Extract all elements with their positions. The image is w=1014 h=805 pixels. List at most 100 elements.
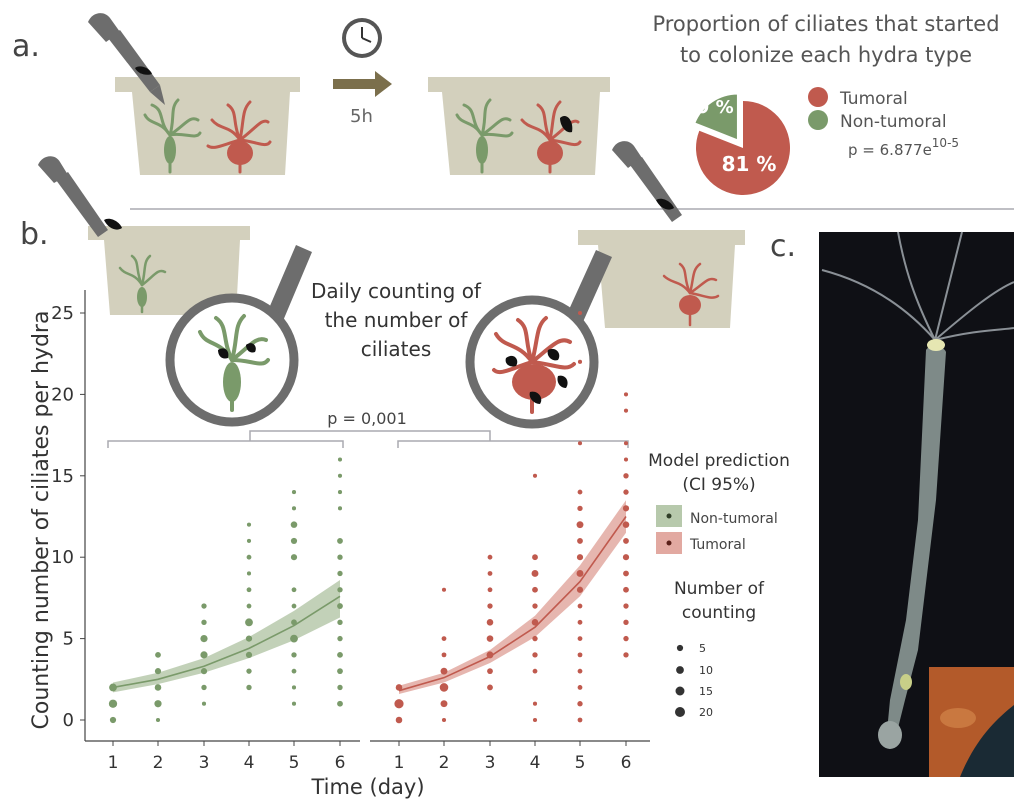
size-legend-dot	[676, 666, 684, 674]
fit-line-tumoral	[398, 516, 627, 692]
x-tick-label-tumoral: 2	[439, 753, 450, 773]
legend-entry-tumoral: Tumoral	[689, 537, 746, 553]
ciliate-mark	[560, 115, 573, 133]
legend-key-dot-tumoral	[666, 540, 672, 546]
data-point-nontumoral	[200, 635, 208, 643]
pipette-icon-3	[612, 141, 682, 222]
data-point-nontumoral	[154, 684, 162, 691]
data-point-tumoral	[577, 652, 583, 658]
panel-c-label: c.	[770, 229, 796, 264]
data-point-nontumoral	[245, 618, 253, 627]
data-point-nontumoral	[291, 701, 297, 706]
data-point-nontumoral	[154, 668, 162, 675]
y-axis-label: Counting number of ciliates per hydra	[29, 311, 54, 730]
legend-swatch-tumoral	[808, 87, 828, 107]
pie-title-line2: to colonize each hydra type	[680, 43, 972, 67]
data-point-tumoral	[532, 554, 538, 561]
counting-text-line1: Daily counting of	[311, 279, 482, 303]
data-point-tumoral	[622, 521, 630, 528]
legend-nontumoral: Non-tumoral	[840, 112, 947, 132]
hydra-green-1	[143, 98, 202, 174]
pipette-icon	[88, 13, 165, 105]
data-point-tumoral	[532, 473, 538, 478]
data-point-tumoral	[577, 668, 583, 674]
size-legend-dot	[676, 644, 684, 652]
x-tick-label-nontumoral: 5	[289, 753, 300, 773]
data-point-nontumoral	[109, 716, 117, 724]
data-point-tumoral	[577, 685, 583, 690]
data-point-tumoral	[532, 652, 538, 658]
data-point-tumoral	[577, 701, 583, 707]
data-point-tumoral	[577, 619, 583, 625]
fit-line-nontumoral	[112, 595, 341, 689]
pie-pvalue-exponent: 10-5	[932, 136, 959, 150]
size-legend: 5 10 15 20	[675, 642, 713, 719]
data-point-tumoral	[487, 554, 493, 560]
pie-label-nontumoral: 19 %	[684, 97, 733, 118]
data-point-tumoral	[623, 619, 629, 625]
y-tick-label: 10	[51, 547, 74, 568]
x-tick-label-tumoral: 3	[485, 753, 496, 773]
data-point-tumoral	[532, 635, 538, 642]
data-point-tumoral	[531, 570, 539, 577]
data-point-tumoral	[441, 717, 447, 723]
data-point-tumoral	[395, 684, 403, 691]
data-point-nontumoral	[337, 635, 343, 642]
data-point-tumoral	[439, 683, 449, 692]
data-point-nontumoral	[246, 684, 252, 691]
pie-title-line1: Proportion of ciliates that started	[652, 12, 999, 36]
size-legend-label: 15	[699, 685, 713, 698]
legend-key-dot-nontumoral	[666, 513, 672, 519]
data-point-tumoral	[532, 701, 538, 706]
data-point-nontumoral	[290, 554, 298, 561]
data-point-tumoral	[441, 587, 447, 592]
data-point-nontumoral	[245, 635, 253, 642]
hydra-green-2	[455, 98, 514, 174]
pipette-icon-2	[38, 156, 122, 237]
data-point-tumoral	[623, 392, 629, 397]
data-point-tumoral	[622, 554, 630, 561]
data-point-tumoral	[532, 586, 538, 593]
size-legend-dot	[675, 686, 685, 696]
panel-a-label: a.	[12, 29, 40, 64]
y-tick-label: 15	[51, 466, 74, 487]
data-point-nontumoral	[108, 699, 118, 708]
data-point-tumoral	[623, 603, 629, 609]
data-point-nontumoral	[200, 668, 208, 675]
data-point-nontumoral	[155, 717, 161, 723]
data-point-tumoral	[487, 587, 493, 593]
data-point-tumoral	[577, 310, 583, 316]
data-point-nontumoral	[200, 651, 208, 659]
data-point-tumoral	[576, 554, 584, 561]
ci-band-nontumoral	[113, 579, 340, 693]
data-point-tumoral	[623, 457, 629, 462]
data-point-nontumoral	[201, 701, 207, 706]
data-point-tumoral	[441, 636, 447, 641]
data-point-tumoral	[486, 635, 494, 642]
data-point-tumoral	[487, 684, 493, 691]
size-legend-label: 10	[699, 664, 713, 677]
hydra-red-2	[520, 100, 582, 174]
data-point-nontumoral	[337, 668, 343, 675]
data-point-nontumoral	[246, 668, 252, 674]
arrow-icon	[333, 71, 392, 97]
data-points	[108, 310, 630, 724]
x-axis-label: Time (day)	[310, 775, 424, 799]
data-point-tumoral	[394, 699, 404, 709]
counting-text-line2: the number of	[325, 308, 469, 332]
data-point-nontumoral	[337, 684, 343, 691]
legend-title-line1: Model prediction	[648, 451, 790, 471]
data-point-nontumoral	[290, 537, 298, 545]
panel-b-label: b.	[20, 217, 49, 252]
data-point-nontumoral	[246, 587, 252, 593]
legend-swatch-nontumoral	[808, 110, 828, 130]
data-point-nontumoral	[337, 490, 343, 495]
x-tick-label-nontumoral: 1	[108, 753, 119, 773]
beaker-after	[428, 77, 610, 175]
data-point-tumoral	[577, 603, 583, 609]
data-point-tumoral	[440, 667, 448, 675]
size-legend-label: 5	[699, 642, 706, 655]
data-point-nontumoral	[246, 522, 252, 527]
size-legend-label: 20	[699, 706, 713, 719]
